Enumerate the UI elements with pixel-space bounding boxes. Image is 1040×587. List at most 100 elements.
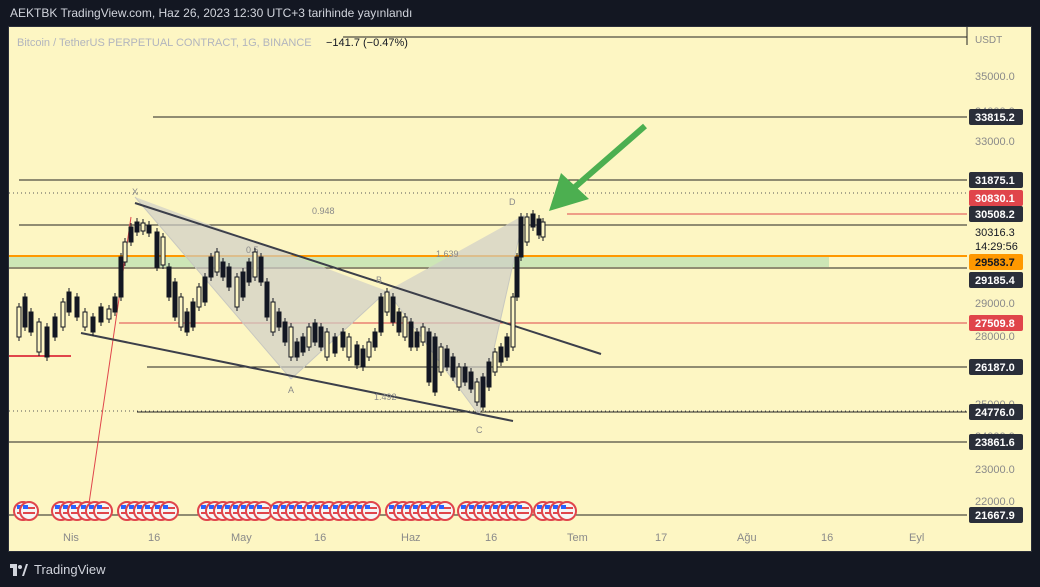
candle-body	[426, 331, 432, 383]
arrow-shaft	[573, 123, 647, 190]
chart-canvas[interactable]: X A B C D 0.948 0.5 1.639 1.492 Bitcoin …	[9, 27, 1031, 551]
arrow-head	[549, 173, 589, 211]
candle-body	[384, 291, 390, 313]
candle-body	[234, 276, 240, 308]
time-tick: 16	[314, 532, 326, 544]
time-axis[interactable]: Nis 16 May 16 Haz 16 Tem 17 Ağu 16 Eyl	[63, 532, 924, 544]
pattern-leg-xa	[134, 196, 292, 380]
candle-body	[340, 331, 346, 348]
candle-body	[474, 381, 480, 403]
candle-body	[396, 311, 402, 333]
tradingview-logo[interactable]: TradingView	[10, 552, 106, 587]
pattern-xab	[135, 197, 387, 379]
us-flag-icon[interactable]	[93, 501, 113, 521]
candle-body	[140, 222, 146, 232]
candle-body	[172, 281, 178, 318]
pattern-leg-ab	[290, 290, 388, 380]
candle-body	[146, 224, 152, 234]
price-tag-bg	[969, 272, 1023, 288]
candle-body	[60, 301, 66, 328]
candle-body	[66, 291, 72, 313]
ratio-label-1: 0.948	[312, 206, 335, 216]
candle-body	[226, 266, 232, 288]
us-flag-icon[interactable]	[19, 501, 39, 521]
candle-body	[36, 321, 42, 353]
candle-body	[354, 344, 360, 366]
ratio-label-2: 0.5	[246, 245, 259, 255]
us-flag-icon[interactable]	[557, 501, 577, 521]
price-tick: 33000.0	[975, 136, 1015, 148]
candle-body	[82, 311, 88, 328]
time-tick: 16	[485, 532, 497, 544]
candle-body	[166, 266, 172, 298]
us-flag-icon[interactable]	[361, 501, 381, 521]
candle-body	[402, 316, 408, 338]
candle-body	[112, 296, 118, 313]
candle-body	[252, 251, 258, 278]
green-arrow	[549, 123, 647, 211]
price-tag-bg	[969, 359, 1023, 375]
candle-body	[270, 301, 276, 333]
candle-body	[98, 306, 104, 323]
event-flags[interactable]	[13, 501, 577, 521]
price-tag-bg	[969, 109, 1023, 125]
candle-body	[378, 296, 384, 333]
price-tick: 35000.0	[975, 71, 1015, 83]
ratio-label-3: 1.639	[436, 249, 459, 259]
chart-panel[interactable]: X A B C D 0.948 0.5 1.639 1.492 Bitcoin …	[8, 26, 1032, 552]
candle-body	[432, 336, 438, 393]
price-axis[interactable]: USDT35000.034000.033000.032000.029000.02…	[969, 35, 1023, 523]
price-tick: 22000.0	[975, 496, 1015, 508]
label-b: B	[376, 275, 382, 285]
candle-body	[16, 306, 22, 338]
us-flag-icon[interactable]	[435, 501, 455, 521]
candle-body	[536, 218, 542, 236]
us-flag-icon[interactable]	[513, 501, 533, 521]
price-tag-bg	[969, 254, 1023, 270]
candle-body	[74, 296, 80, 318]
currency-label: USDT	[975, 35, 1002, 46]
candle-body	[492, 351, 498, 373]
candle-body	[312, 322, 318, 343]
time-tick: Ağu	[737, 532, 757, 544]
channel-lower	[80, 332, 514, 422]
us-flag-icon[interactable]	[253, 501, 273, 521]
price-tag: 14:29:56	[975, 241, 1018, 253]
price-tag-bg	[969, 404, 1023, 420]
candle-body	[288, 326, 294, 358]
change-legend: −141.7 (−0.47%)	[326, 37, 408, 49]
us-flag-icon[interactable]	[159, 501, 179, 521]
time-tick: Nis	[63, 532, 79, 544]
time-tick: 17	[655, 532, 667, 544]
candle-body	[44, 326, 50, 358]
candle-body	[300, 336, 306, 353]
price-tag: 30508.2	[975, 209, 1015, 221]
candle-body	[518, 216, 524, 258]
channel-upper	[134, 202, 602, 355]
candle-body	[258, 256, 264, 283]
candle-body	[456, 366, 462, 388]
candle-body	[468, 371, 474, 390]
candle-body	[324, 331, 330, 358]
price-tag: 21667.9	[975, 510, 1015, 522]
price-tag: 27509.8	[975, 318, 1015, 330]
candle-body	[462, 366, 468, 383]
price-tag: 24776.0	[975, 407, 1015, 419]
price-tag-bg	[969, 190, 1023, 206]
candle-body	[294, 341, 300, 358]
price-tick: 28000.0	[975, 331, 1015, 343]
price-tick: 23000.0	[975, 464, 1015, 476]
candle-body	[486, 361, 492, 388]
candle-body	[246, 261, 252, 283]
candle-body	[306, 326, 312, 348]
time-tick: Haz	[401, 532, 421, 544]
candle-body	[22, 296, 28, 328]
tradingview-icon	[10, 563, 28, 576]
candle-body	[264, 281, 270, 318]
candle-body	[414, 331, 420, 348]
candle-body	[196, 286, 202, 308]
candle-body	[202, 276, 208, 303]
red-trendline	[86, 216, 132, 518]
candle-body	[524, 216, 530, 243]
candle-body	[420, 326, 426, 343]
